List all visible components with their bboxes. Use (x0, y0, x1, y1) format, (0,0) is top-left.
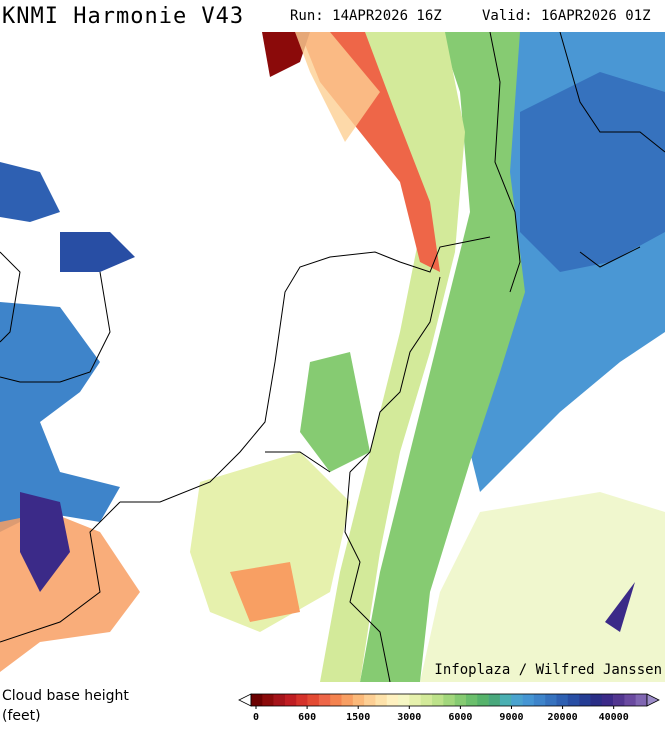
colorbar-under (238, 693, 252, 707)
cloud-field (0, 302, 120, 532)
colorbar-swatch (511, 694, 523, 706)
colorbar-tick-label: 0 (253, 712, 259, 723)
colorbar-swatch (601, 694, 614, 706)
cloud-field (360, 32, 525, 682)
colorbar-tick-label: 3000 (397, 712, 421, 723)
valid-time: Valid: 16APR2026 01Z (482, 8, 651, 24)
colorbar-swatch (499, 694, 512, 706)
cloud-field (60, 232, 135, 272)
legend-label-line: (feet) (2, 708, 41, 724)
colorbar-swatch (352, 694, 365, 706)
cloud-field (295, 32, 380, 142)
cloud-field (605, 582, 635, 632)
coastline (0, 32, 665, 682)
colorbar-tick-label: 20000 (548, 712, 578, 723)
colorbar-swatch (443, 694, 455, 706)
cloud-field (520, 72, 665, 272)
colorbar-swatch (420, 694, 433, 706)
cloud-field (262, 32, 310, 77)
colorbar-swatch (533, 694, 546, 706)
cloud-field (300, 352, 370, 472)
legend-label-line: Cloud base height (2, 688, 129, 704)
colorbar-swatch (590, 694, 603, 706)
colorbar-over (646, 693, 660, 707)
colorbar-swatch (296, 694, 308, 706)
colorbar-swatch (545, 694, 557, 706)
colorbar-swatch (477, 694, 489, 706)
colorbar-swatch (398, 694, 410, 706)
colorbar-swatch (465, 694, 478, 706)
cloud-field (420, 492, 665, 682)
colorbar-swatch (624, 694, 636, 706)
colorbar-swatch (432, 694, 444, 706)
colorbar-swatch (284, 694, 297, 706)
credit: Infoplaza / Wilfred Janssen (434, 662, 662, 678)
colorbar-swatch (579, 694, 591, 706)
colorbar-swatch (488, 694, 501, 706)
colorbar-swatch (307, 694, 320, 706)
colorbar-tick-label: 600 (298, 712, 316, 723)
colorbar-swatch (522, 694, 535, 706)
colorbar-tick-label: 9000 (499, 712, 523, 723)
colorbar-swatch (251, 694, 263, 706)
cloud-field (20, 492, 70, 592)
colorbar-tick-label: 40000 (599, 712, 629, 723)
colorbar-swatch (273, 694, 286, 706)
cloud-field (320, 32, 465, 682)
colorbar-swatch (454, 694, 467, 706)
cloud-field (190, 452, 350, 632)
colorbar-swatch (375, 694, 388, 706)
cloud-field (0, 162, 60, 222)
colorbar-tick-label: 6000 (448, 712, 472, 723)
colorbar-swatch (262, 694, 274, 706)
run-time: Run: 14APR2026 16Z (290, 8, 442, 24)
colorbar: 0 600 1500 3000 6000 9000 20000 40000 (238, 693, 660, 723)
cloud-field (230, 562, 300, 622)
colorbar-swatch (409, 694, 422, 706)
colorbar-swatch (318, 694, 331, 706)
colorbar-swatch (613, 694, 625, 706)
colorbar-swatch (556, 694, 569, 706)
legend-label: Cloud base height (feet) (2, 686, 129, 726)
colorbar-swatch (386, 694, 399, 706)
colorbar-tick-label: 1500 (346, 712, 370, 723)
map: Infoplaza / Wilfred Janssen (0, 32, 665, 682)
colorbar-swatch (635, 694, 648, 706)
colorbar-swatch (330, 694, 342, 706)
title: KNMI Harmonie V43 (2, 3, 245, 29)
colorbar-swatch (567, 694, 580, 706)
colorbar-swatch (341, 694, 354, 706)
colorbar-swatch (364, 694, 376, 706)
